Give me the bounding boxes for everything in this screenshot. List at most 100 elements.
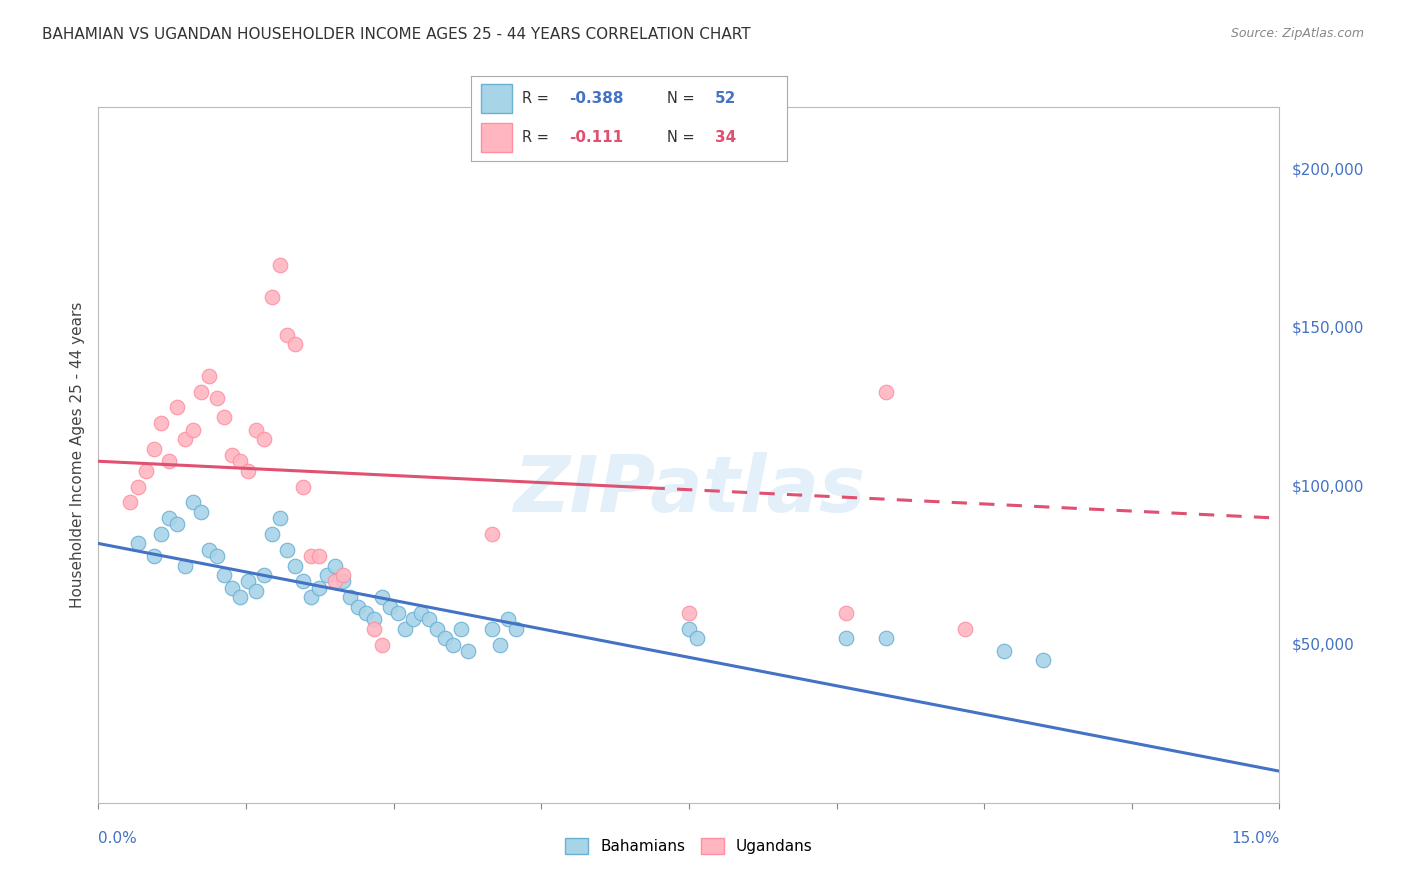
- Text: 0.0%: 0.0%: [98, 830, 138, 846]
- Point: [402, 612, 425, 626]
- Point: [339, 591, 361, 605]
- Point: [354, 606, 377, 620]
- Point: [292, 479, 315, 493]
- Point: [332, 568, 354, 582]
- Text: 34: 34: [714, 130, 735, 145]
- Point: [1032, 653, 1054, 667]
- Point: [221, 448, 243, 462]
- Point: [253, 432, 276, 446]
- Point: [678, 606, 700, 620]
- Point: [481, 622, 503, 636]
- Point: [214, 409, 236, 424]
- Point: [394, 622, 416, 636]
- Point: [127, 479, 149, 493]
- Point: [174, 558, 197, 573]
- Text: $50,000: $50,000: [1291, 637, 1354, 652]
- Point: [197, 542, 219, 557]
- Bar: [481, 123, 512, 152]
- Point: [253, 568, 276, 582]
- Point: [308, 581, 330, 595]
- Point: [150, 417, 173, 431]
- Point: [315, 568, 337, 582]
- Point: [221, 581, 243, 595]
- Point: [260, 527, 283, 541]
- Text: 52: 52: [714, 91, 735, 106]
- Y-axis label: Householder Income Ages 25 - 44 years: Householder Income Ages 25 - 44 years: [69, 301, 84, 608]
- Text: N =: N =: [668, 130, 699, 145]
- Point: [214, 568, 236, 582]
- Text: Source: ZipAtlas.com: Source: ZipAtlas.com: [1230, 27, 1364, 40]
- Point: [505, 622, 527, 636]
- Point: [157, 511, 180, 525]
- Point: [150, 527, 173, 541]
- Point: [489, 638, 512, 652]
- Point: [284, 558, 307, 573]
- Point: [371, 638, 394, 652]
- Point: [450, 622, 472, 636]
- Point: [269, 511, 291, 525]
- Point: [190, 505, 212, 519]
- Point: [299, 549, 322, 563]
- Point: [332, 574, 354, 589]
- Text: -0.111: -0.111: [569, 130, 623, 145]
- Point: [378, 599, 401, 614]
- Point: [418, 612, 440, 626]
- Text: $200,000: $200,000: [1291, 163, 1364, 178]
- Point: [441, 638, 464, 652]
- Point: [118, 495, 141, 509]
- Point: [363, 612, 385, 626]
- Point: [875, 632, 897, 646]
- Point: [308, 549, 330, 563]
- Text: 15.0%: 15.0%: [1232, 830, 1279, 846]
- Point: [292, 574, 315, 589]
- Point: [190, 384, 212, 399]
- Point: [276, 542, 298, 557]
- Point: [835, 632, 858, 646]
- Point: [181, 495, 204, 509]
- Point: [347, 599, 370, 614]
- Point: [993, 644, 1015, 658]
- Point: [205, 549, 228, 563]
- Point: [387, 606, 409, 620]
- Text: R =: R =: [522, 91, 553, 106]
- Point: [371, 591, 394, 605]
- Text: R =: R =: [522, 130, 558, 145]
- Bar: [481, 85, 512, 113]
- Point: [953, 622, 976, 636]
- Text: $150,000: $150,000: [1291, 321, 1364, 336]
- Point: [197, 368, 219, 383]
- Point: [260, 290, 283, 304]
- Point: [481, 527, 503, 541]
- Point: [426, 622, 449, 636]
- Text: ZIPatlas: ZIPatlas: [513, 451, 865, 528]
- Point: [127, 536, 149, 550]
- Point: [284, 337, 307, 351]
- Point: [245, 583, 267, 598]
- Point: [276, 327, 298, 342]
- Point: [363, 622, 385, 636]
- Point: [245, 423, 267, 437]
- Text: N =: N =: [668, 91, 699, 106]
- Point: [835, 606, 858, 620]
- Text: $100,000: $100,000: [1291, 479, 1364, 494]
- Point: [457, 644, 479, 658]
- Point: [323, 574, 346, 589]
- Point: [157, 454, 180, 468]
- Point: [875, 384, 897, 399]
- Point: [433, 632, 456, 646]
- Point: [174, 432, 197, 446]
- Point: [181, 423, 204, 437]
- Point: [411, 606, 433, 620]
- Point: [229, 454, 252, 468]
- Point: [229, 591, 252, 605]
- Text: BAHAMIAN VS UGANDAN HOUSEHOLDER INCOME AGES 25 - 44 YEARS CORRELATION CHART: BAHAMIAN VS UGANDAN HOUSEHOLDER INCOME A…: [42, 27, 751, 42]
- Legend: Bahamians, Ugandans: Bahamians, Ugandans: [565, 838, 813, 855]
- Point: [166, 517, 188, 532]
- Point: [323, 558, 346, 573]
- Point: [269, 258, 291, 272]
- Point: [236, 464, 259, 478]
- Point: [135, 464, 157, 478]
- Text: -0.388: -0.388: [569, 91, 624, 106]
- Point: [236, 574, 259, 589]
- Point: [205, 391, 228, 405]
